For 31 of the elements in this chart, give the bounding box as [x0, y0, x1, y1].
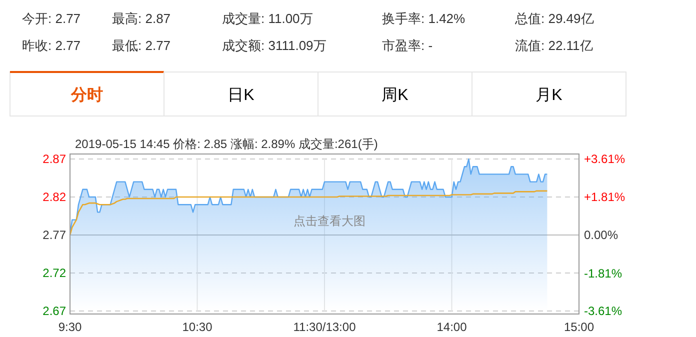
text: 周K [382, 87, 409, 104]
text: 分时 [70, 86, 103, 104]
y2-tick-label: 0.00% [584, 228, 618, 242]
x-tick-label: 10:30 [182, 320, 213, 334]
x-tick-label: 14:00 [436, 320, 468, 334]
chart-title: 2019-05-15 14:45 价格: 2.85 涨幅: 2.89% 成交量:261(手) [75, 137, 378, 151]
y2-tick-label: -1.81% [584, 266, 622, 280]
y-tick-label: 2.87 [42, 152, 66, 166]
text: 总值: 29.49亿 [514, 11, 594, 26]
y2-tick-label: -3.61% [584, 304, 622, 318]
text: 成交量: 11.00万 [222, 11, 313, 26]
text: 换手率: 1.42% [382, 11, 466, 26]
x-tick-label: 11:30/13:00 [293, 320, 356, 334]
annotation: 点击查看大图 [294, 214, 366, 228]
text: 成交额: 3111.09万 [222, 38, 326, 53]
y2-tick-label: +3.61% [584, 152, 626, 166]
x-tick-label: 15:00 [564, 320, 594, 334]
text: 最高: 2.87 [112, 11, 171, 26]
y-tick-label: 2.67 [42, 304, 66, 318]
text: 日K [228, 87, 255, 104]
text: 最低: 2.77 [112, 38, 171, 53]
x-tick-label: 9:30 [58, 320, 82, 334]
text: 市盈率: - [382, 38, 433, 53]
text: 今开: 2.77 [22, 11, 81, 26]
y-tick-label: 2.77 [42, 228, 66, 242]
y-tick-label: 2.72 [42, 266, 66, 280]
y2-tick-label: +1.81% [584, 190, 626, 204]
text: 流值: 22.11亿 [515, 38, 593, 53]
y-tick-label: 2.82 [42, 190, 66, 204]
text: 月K [536, 87, 563, 104]
text: 昨收: 2.77 [22, 38, 81, 53]
